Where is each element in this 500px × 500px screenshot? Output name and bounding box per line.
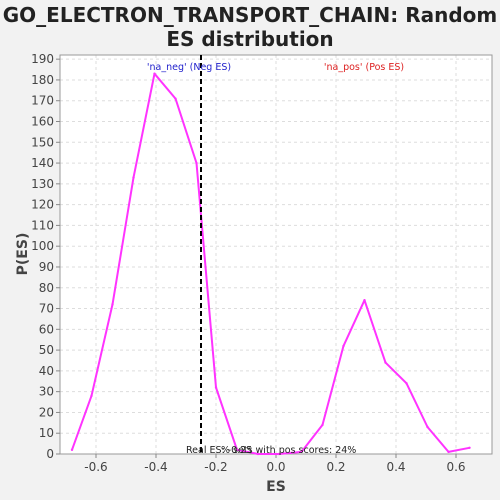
data-point xyxy=(342,344,345,348)
x-tick-label: -0.6 xyxy=(84,460,107,474)
y-axis-label: P(ES) xyxy=(15,233,31,276)
data-point xyxy=(321,423,324,427)
y-tick-label: 90 xyxy=(39,260,54,274)
x-tick-label: 0.0 xyxy=(266,460,285,474)
data-point xyxy=(111,303,114,306)
data-point xyxy=(468,446,471,449)
y-tick-label: 180 xyxy=(31,73,54,87)
real-es-annotation: Real ES: -0.25 xyxy=(186,445,252,456)
y-tick-label: 30 xyxy=(39,385,54,399)
y-tick-label: 170 xyxy=(31,94,54,108)
x-tick-label: -0.4 xyxy=(144,460,167,474)
data-point xyxy=(426,425,429,429)
grid-lines xyxy=(60,55,492,455)
y-tick-label: 130 xyxy=(31,177,54,191)
neg-es-annotation: 'na_neg' (Neg ES) xyxy=(147,62,231,73)
y-tick-label: 10 xyxy=(39,426,54,440)
x-axis-ticks: -0.6 -0.4 -0.2 0.0 0.2 0.4 0.6 xyxy=(84,454,466,474)
data-point xyxy=(195,161,198,165)
y-tick-label: 20 xyxy=(39,405,54,419)
series-group xyxy=(70,72,471,456)
y-tick-label: 80 xyxy=(39,281,54,295)
y-tick-label: 40 xyxy=(39,364,54,378)
y-tick-label: 50 xyxy=(39,343,54,357)
data-point xyxy=(405,382,408,385)
data-point xyxy=(70,448,74,452)
y-tick-label: 140 xyxy=(31,156,54,170)
data-point xyxy=(277,452,281,456)
y-tick-label: 100 xyxy=(31,239,54,253)
annotations: 'na_neg' (Neg ES) 'na_pos' (Pos ES) Real E… xyxy=(147,55,404,456)
data-point xyxy=(300,450,303,454)
y-tick-label: 0 xyxy=(46,447,54,461)
y-tick-label: 190 xyxy=(31,52,54,66)
data-point xyxy=(132,176,135,179)
y-tick-label: 120 xyxy=(31,198,54,212)
pos-es-annotation: 'na_pos' (Pos ES) xyxy=(324,62,404,73)
x-axis-label: ES xyxy=(266,479,286,495)
y-axis-ticks: 0 10 20 30 40 50 60 70 80 90 100 110 120 130 140 150 160… xyxy=(31,52,60,461)
data-point xyxy=(235,448,239,452)
y-tick-label: 60 xyxy=(39,322,54,336)
data-point xyxy=(214,386,218,389)
series-line xyxy=(71,72,470,455)
x-tick-label: 0.4 xyxy=(386,460,405,474)
y-tick-label: 150 xyxy=(31,135,54,149)
data-point xyxy=(153,72,156,75)
chart-title-line2: ES distribution xyxy=(166,27,334,51)
data-point xyxy=(90,394,93,398)
data-point xyxy=(256,452,260,456)
y-tick-label: 110 xyxy=(31,218,54,232)
data-point xyxy=(384,361,387,364)
data-point xyxy=(447,450,450,454)
x-tick-label: -0.2 xyxy=(204,460,227,474)
data-point xyxy=(363,299,366,302)
pos-scores-annotation: % sets with pos scores: 24% xyxy=(221,445,356,456)
y-tick-label: 70 xyxy=(39,302,54,316)
x-tick-label: 0.6 xyxy=(446,460,465,474)
data-point xyxy=(174,97,177,100)
chart-title-line1: GO_ELECTRON_TRANSPORT_CHAIN: Random xyxy=(2,3,498,27)
x-tick-label: 0.2 xyxy=(326,460,345,474)
y-tick-label: 160 xyxy=(31,115,54,129)
